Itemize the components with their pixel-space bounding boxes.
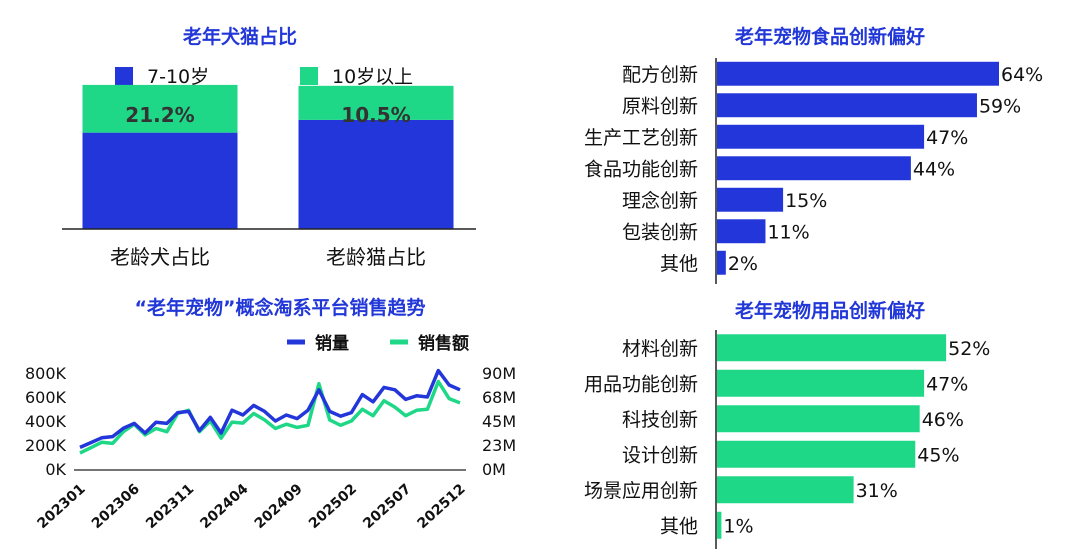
x-tick-label-2: 202306 <box>89 481 143 532</box>
bar-2-segment-1 <box>298 119 454 229</box>
bar-top-label-1: 21.2% <box>125 103 194 127</box>
legend-label-1: 7-10岁 <box>147 66 209 88</box>
category-label-1: 老龄犬占比 <box>110 245 210 269</box>
x-tick-label-7: 202507 <box>360 481 414 532</box>
food-bar-5 <box>717 187 784 212</box>
supplies-bar-4 <box>717 440 916 468</box>
food-value-label-4: 44% <box>913 158 955 180</box>
food-bar-3 <box>717 124 925 149</box>
legend-label-2: 10岁以上 <box>332 66 413 88</box>
food-bar-6 <box>717 219 766 244</box>
bar-top-label-2: 10.5% <box>341 103 410 127</box>
food-value-label-3: 47% <box>926 127 968 149</box>
x-tick-label-3: 202311 <box>143 481 197 532</box>
bar-2-segment-2 <box>298 85 454 120</box>
right-y-tick-4: 68M <box>482 388 516 407</box>
food-category-label-2: 原料创新 <box>622 95 698 117</box>
food-value-label-2: 59% <box>979 95 1021 117</box>
supplies-value-label-2: 47% <box>926 373 968 395</box>
legend-swatch-1 <box>115 67 133 85</box>
supplies-innovation-bar-chart: 材料创新 52% 用品功能创新 47% 科技创新 46% 设计创新 45% 场景应用创新 31% 其… <box>584 330 990 549</box>
line-chart-title: “老年宠物”概念淘系平台销售趋势 <box>134 297 426 319</box>
series-line-sales-volume <box>79 368 461 450</box>
supplies-value-label-1: 52% <box>948 338 990 360</box>
x-tick-label-4: 202404 <box>197 481 251 532</box>
bar-1-segment-2 <box>82 84 238 133</box>
supplies-value-label-5: 31% <box>856 480 898 502</box>
supplies-category-label-6: 其他 <box>660 515 698 537</box>
sales-trend-line-chart: 销量 销售额 0K 200K 400K 600K 800K 0M 23M 45M 68M 90M 202… <box>25 333 516 532</box>
food-value-label-7: 2% <box>728 253 758 275</box>
food-bar-7 <box>717 250 726 275</box>
supplies-value-label-6: 1% <box>723 515 753 537</box>
left-y-tick-4: 600K <box>25 388 67 407</box>
line-legend-label-2: 销售额 <box>418 333 469 354</box>
supplies-bar-6 <box>717 511 722 539</box>
food-bar-2 <box>717 93 977 118</box>
right-y-tick-1: 0M <box>482 460 506 479</box>
x-tick-label-8: 202512 <box>415 481 469 532</box>
food-bar-1 <box>717 61 999 86</box>
right-y-tick-3: 45M <box>482 412 516 431</box>
supplies-bar-1 <box>717 334 947 362</box>
food-value-label-5: 15% <box>785 190 827 212</box>
legend-swatch-2 <box>300 67 318 85</box>
supplies-category-label-4: 设计创新 <box>622 444 698 466</box>
supplies-bar-3 <box>717 405 920 433</box>
x-tick-label-6: 202502 <box>306 481 360 532</box>
stacked-chart-title: 老年犬猫占比 <box>182 26 297 48</box>
x-tick-label-5: 202409 <box>252 481 306 532</box>
food-innovation-bar-chart: 配方创新 64% 原料创新 59% 生产工艺创新 47% 食品功能创新 44% 理念创新 15% 包… <box>584 58 1043 284</box>
category-label-2: 老龄猫占比 <box>326 245 426 269</box>
left-y-tick-2: 200K <box>25 436 67 455</box>
food-category-label-6: 包装创新 <box>622 221 698 243</box>
food-category-label-3: 生产工艺创新 <box>584 127 698 149</box>
line-legend-label-1: 销量 <box>315 333 349 354</box>
right-y-tick-2: 23M <box>482 436 516 455</box>
food-value-label-6: 11% <box>767 221 809 243</box>
left-y-tick-3: 400K <box>25 412 67 431</box>
supplies-value-label-4: 45% <box>917 444 959 466</box>
food-value-label-1: 64% <box>1001 64 1043 86</box>
food-category-label-5: 理念创新 <box>622 189 698 212</box>
supplies-bar-5 <box>717 476 854 504</box>
food-category-label-7: 其他 <box>660 253 698 275</box>
supplies-value-label-3: 46% <box>922 409 964 431</box>
bar-1-segment-1 <box>82 132 238 229</box>
supplies-chart-title: 老年宠物用品创新偏好 <box>734 300 925 322</box>
left-y-tick-1: 0K <box>45 460 66 479</box>
supplies-category-label-5: 场景应用创新 <box>584 480 698 502</box>
food-category-label-1: 配方创新 <box>622 64 698 86</box>
food-category-label-4: 食品功能创新 <box>584 158 698 180</box>
x-tick-label-1: 202301 <box>35 481 89 532</box>
right-y-tick-5: 90M <box>482 364 516 383</box>
supplies-category-label-2: 用品功能创新 <box>584 373 698 395</box>
food-chart-title: 老年宠物食品创新偏好 <box>734 26 925 48</box>
stacked-bar-chart: 7-10岁 10岁以上 21.2% 老龄犬占比 10.5% 老龄猫占比 <box>62 66 476 269</box>
food-bar-4 <box>717 156 911 181</box>
supplies-bar-2 <box>717 369 925 397</box>
supplies-category-label-3: 科技创新 <box>622 409 698 431</box>
supplies-category-label-1: 材料创新 <box>622 338 698 360</box>
left-y-tick-5: 800K <box>25 364 67 383</box>
